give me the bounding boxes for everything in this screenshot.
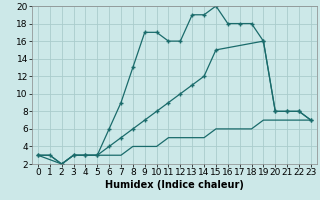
X-axis label: Humidex (Indice chaleur): Humidex (Indice chaleur) <box>105 180 244 190</box>
